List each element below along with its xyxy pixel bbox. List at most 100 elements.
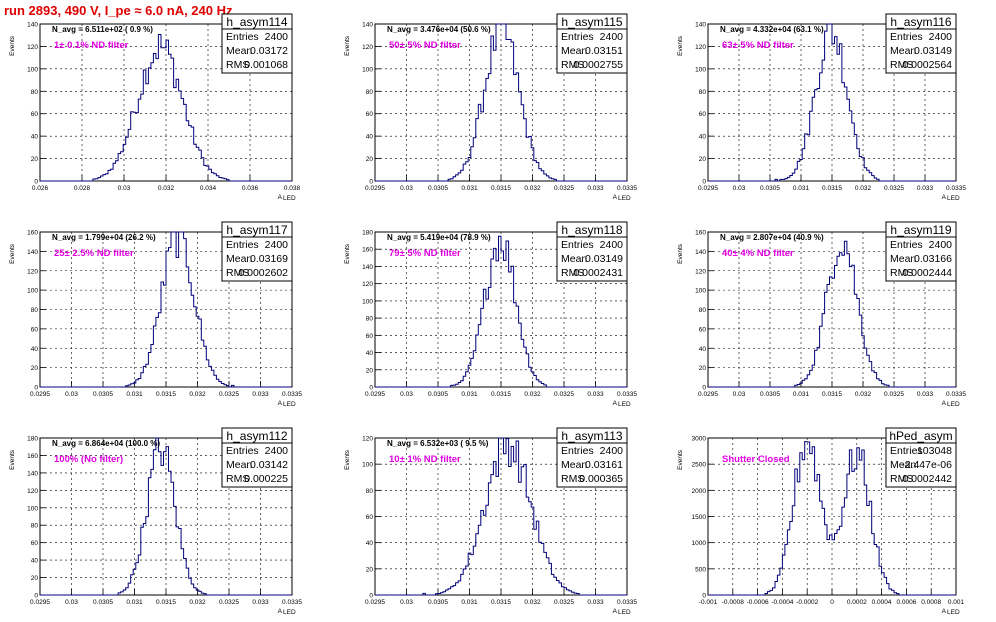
y-tick-label: 140 (27, 249, 38, 256)
y-tick-label: 100 (362, 66, 373, 73)
stats-label: Mean (890, 459, 916, 471)
x-tick-label: 0.0335 (946, 391, 966, 398)
y-axis-label: Events (9, 243, 16, 264)
y-tick-label: 80 (366, 316, 374, 323)
y-tick-label: 60 (366, 111, 374, 118)
y-tick-label: 20 (31, 365, 39, 372)
stats-label: Entries (561, 445, 594, 457)
filter-label: Shutter Closed (722, 454, 790, 465)
y-tick-label: 160 (27, 453, 38, 460)
y-tick-label: 120 (695, 44, 706, 51)
y-tick-label: 0 (34, 385, 38, 392)
n-avg-label: N_avg = 1.799e+04 (26.2 %) (52, 233, 156, 242)
histogram-pad-h_asym112: 0.0295 0.03 0.0305 0.031 0.0315 0.032 0.0325 0.… (9, 427, 302, 616)
y-tick-label: 0 (369, 179, 373, 186)
stats-value: 0.0002431 (573, 267, 623, 279)
stats-label: Mean (890, 253, 916, 265)
histogram-line (40, 437, 292, 596)
x-tick-label: -0.0002 (796, 599, 818, 606)
x-tick-label: 0.026 (32, 185, 49, 192)
y-axis-label: Events (344, 243, 351, 264)
x-tick-label: 0.03 (118, 185, 131, 192)
x-tick-label: 0.0335 (617, 391, 637, 398)
stats-value: 2400 (929, 31, 953, 43)
stats-label: RMS (561, 59, 584, 71)
histogram-line (40, 231, 292, 388)
histogram-line (375, 23, 627, 182)
x-tick-label: 0.0315 (156, 391, 176, 398)
stats-value: 2400 (600, 445, 624, 457)
x-tick-label: 0.0325 (554, 391, 574, 398)
y-tick-label: 60 (699, 111, 707, 118)
x-tick-label: 0.0305 (428, 185, 448, 192)
y-tick-label: 2500 (692, 462, 707, 469)
y-tick-label: 60 (31, 326, 39, 333)
y-tick-label: 40 (366, 350, 374, 357)
histogram-pad-h_asym117: 0.0295 0.03 0.0305 0.031 0.0315 0.032 0.0325 0.… (9, 221, 302, 408)
y-tick-label: 60 (31, 540, 39, 547)
x-tick-label: 0.0295 (365, 599, 385, 606)
histogram-pad-h_asym116: 0.0295 0.03 0.0305 0.031 0.0315 0.032 0.0325 0.… (677, 13, 966, 202)
stats-value: 0.0002442 (902, 473, 952, 485)
histogram-name: h_asym113 (561, 429, 622, 443)
x-tick-label: 0.0315 (491, 185, 511, 192)
stats-value: 0.03161 (585, 459, 623, 471)
x-tick-label: 0.0325 (219, 599, 239, 606)
y-tick-label: 80 (31, 89, 39, 96)
histogram-name: hPed_asym (889, 429, 952, 443)
x-tick-label: 0.03 (65, 599, 78, 606)
y-tick-label: 60 (699, 326, 707, 333)
x-tick-label: 0.033 (252, 391, 269, 398)
histogram-line (708, 23, 956, 182)
stats-label: Entries (226, 31, 259, 43)
x-axis-label-sub: LED (618, 401, 631, 408)
y-tick-label: 100 (362, 298, 373, 305)
x-axis-label: A (278, 194, 283, 201)
x-tick-label: 0.032 (855, 185, 872, 192)
stats-label: Entries (561, 239, 594, 251)
y-tick-label: 40 (31, 134, 39, 141)
y-tick-label: 120 (362, 44, 373, 51)
histogram-name: h_asym115 (561, 15, 622, 29)
stats-label: RMS (890, 267, 913, 279)
stats-label: Entries (561, 31, 594, 43)
x-tick-label: 0.031 (126, 391, 143, 398)
histogram-line (40, 34, 292, 182)
y-tick-label: 120 (27, 488, 38, 495)
y-tick-label: 120 (27, 44, 38, 51)
x-tick-label: 0.0325 (554, 185, 574, 192)
x-tick-label: 0.0305 (93, 391, 113, 398)
y-tick-label: 1500 (692, 514, 707, 521)
stats-label: RMS (561, 267, 584, 279)
histogram-pad-hPed_asym: -0.001 -0.0008 -0.0006 -0.0004 -0.0002 0 0.000… (677, 427, 965, 616)
x-axis-label: A (278, 608, 283, 615)
x-tick-label: 0.0335 (617, 185, 637, 192)
x-tick-label: 0.031 (793, 185, 810, 192)
stats-value: 2400 (600, 239, 624, 251)
y-tick-label: 1000 (692, 540, 707, 547)
y-tick-label: 2000 (692, 488, 707, 495)
x-axis-label-sub: LED (283, 609, 296, 616)
y-tick-label: 120 (27, 268, 38, 275)
n-avg-label: N_avg = 6.864e+04 (100.0 %) (52, 439, 160, 448)
stats-value: 2400 (600, 31, 624, 43)
run-title: run 2893, 490 V, I_pe ≈ 6.0 nA, 240 Hz (4, 3, 233, 18)
stats-value: 0.03169 (250, 253, 288, 265)
x-tick-label: 0.0325 (554, 599, 574, 606)
x-tick-label: 0.0295 (698, 391, 718, 398)
y-tick-label: 20 (366, 566, 374, 573)
y-axis-label: Events (677, 243, 684, 264)
x-tick-label: 0.0305 (760, 185, 780, 192)
stats-label: Entries (890, 31, 923, 43)
n-avg-label: N_avg = 2.807e+04 (40.9 %) (720, 233, 824, 242)
x-tick-label: 0.001 (948, 599, 965, 606)
stats-value: 2400 (265, 239, 289, 251)
filter-label: 25± 2.5% ND filter (54, 248, 134, 259)
x-tick-label: -0.0006 (747, 599, 769, 606)
y-tick-label: 80 (31, 307, 39, 314)
x-tick-label: 0 (830, 599, 834, 606)
x-tick-label: 0.032 (524, 185, 541, 192)
stats-label: RMS (890, 59, 913, 71)
stats-label: Mean (226, 253, 252, 265)
x-tick-label: 0.0295 (30, 391, 50, 398)
